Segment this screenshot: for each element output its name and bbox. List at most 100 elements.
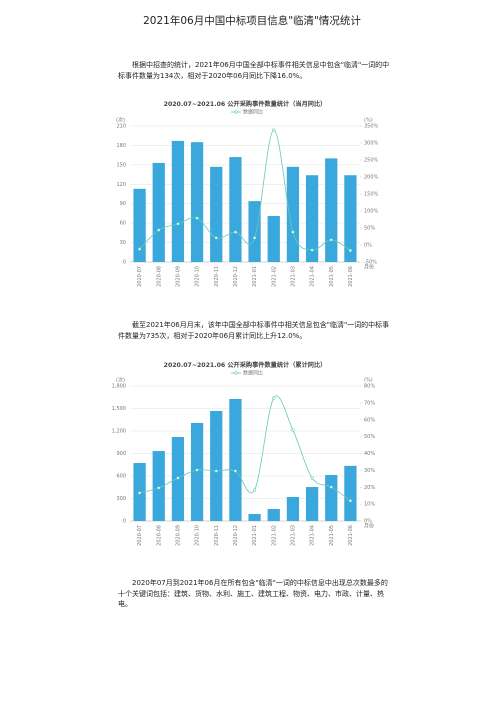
bar xyxy=(133,188,146,262)
y2-axis-label: (%) xyxy=(364,118,373,124)
page-title: 2021年06月中国中标项目信息"临清"情况统计 xyxy=(143,15,361,27)
y-axis-label: (次) xyxy=(116,377,125,384)
line-point xyxy=(214,469,218,473)
legend-label: 数据同比 xyxy=(243,370,263,377)
y2-tick-label: 0% xyxy=(364,243,372,249)
x-tick-label: 2021-01 xyxy=(252,525,258,546)
line-point xyxy=(157,486,161,490)
line-point xyxy=(329,238,333,242)
chart-title: 2020.07~2021.06 公开采购事件数量统计（累计同比） xyxy=(164,361,327,369)
y2-tick-label: 20% xyxy=(364,485,375,491)
line-point xyxy=(310,248,314,252)
x-axis-label: 月份 xyxy=(364,264,374,271)
y2-tick-label: 40% xyxy=(364,451,375,457)
y2-tick-label: 70% xyxy=(364,400,375,406)
bar xyxy=(152,162,165,262)
x-tick-label: 2020-10 xyxy=(195,525,201,546)
paragraph: 2020年07月到2021年06月在所有包含"临清"一词的中标信息中出现总次数最… xyxy=(118,579,388,608)
x-tick-label: 2021-05 xyxy=(329,266,335,287)
x-tick-label: 2021-02 xyxy=(271,525,277,546)
y-tick-label: 300 xyxy=(116,496,126,502)
line-point xyxy=(291,428,295,432)
bar xyxy=(171,140,185,262)
y2-tick-label: 100% xyxy=(364,209,379,215)
y-tick-label: 900 xyxy=(116,451,126,457)
bar xyxy=(344,175,357,262)
x-tick-label: 2021-05 xyxy=(329,525,335,546)
line-point xyxy=(233,469,238,473)
line-point xyxy=(272,128,276,132)
x-tick-label: 2021-04 xyxy=(310,266,316,287)
bar xyxy=(229,398,242,521)
x-tick-label: 2020-10 xyxy=(195,266,201,287)
x-tick-label: 2021-03 xyxy=(290,266,296,287)
y2-tick-label: 300% xyxy=(364,141,379,147)
bar xyxy=(229,157,242,262)
paragraph: 截至2021年06月月末，该年中国全部中标事件中相关信息包含"临清"一词的中标事… xyxy=(118,321,390,340)
y2-tick-label: 30% xyxy=(364,468,375,474)
line-point xyxy=(252,488,257,492)
x-tick-label: 2021-06 xyxy=(348,266,354,287)
y-tick-label: 150 xyxy=(116,162,126,168)
x-tick-label: 2021-04 xyxy=(310,525,316,546)
line-point xyxy=(348,248,353,253)
y2-tick-label: 350% xyxy=(364,124,379,130)
y-tick-label: 210 xyxy=(116,124,126,130)
line-point xyxy=(176,222,180,226)
chart-title: 2020.07~2021.06 公开采购事件数量统计（当月同比） xyxy=(164,100,327,108)
legend-marker xyxy=(234,371,238,375)
y2-tick-label: 250% xyxy=(364,158,379,164)
line-point xyxy=(329,485,333,489)
bar xyxy=(248,201,261,262)
bar xyxy=(325,475,338,521)
y2-tick-label: 50% xyxy=(364,434,375,440)
x-tick-label: 2020-11 xyxy=(214,266,220,287)
line-point xyxy=(233,230,238,234)
bar xyxy=(190,422,204,521)
y-tick-label: 90 xyxy=(120,201,126,207)
line-point xyxy=(195,468,199,472)
bar xyxy=(152,451,165,521)
y-tick-label: 30 xyxy=(120,240,126,246)
x-tick-label: 2020-12 xyxy=(233,266,239,287)
x-tick-label: 2020-11 xyxy=(214,525,220,546)
line-point xyxy=(157,228,161,232)
y-tick-label: 600 xyxy=(116,474,126,480)
legend-label: 数据同比 xyxy=(243,109,263,116)
x-tick-label: 2020-12 xyxy=(233,525,239,546)
line-point xyxy=(310,476,314,480)
x-tick-label: 2021-03 xyxy=(290,525,296,546)
bar xyxy=(190,142,204,262)
bar xyxy=(248,514,261,521)
line-point xyxy=(137,491,142,495)
line-point xyxy=(252,236,257,240)
y-tick-label: 0 xyxy=(123,260,126,266)
bar xyxy=(344,465,357,521)
y-tick-label: 0 xyxy=(123,519,126,525)
y2-tick-label: 80% xyxy=(364,384,375,390)
x-axis-label: 月份 xyxy=(364,523,374,530)
line-point xyxy=(272,396,276,400)
bar xyxy=(325,158,338,262)
x-tick-label: 2021-01 xyxy=(252,266,258,287)
y-tick-label: 1,200 xyxy=(112,429,126,435)
x-tick-label: 2020-08 xyxy=(156,266,162,287)
bar xyxy=(267,509,280,521)
line-point xyxy=(291,230,295,234)
y2-axis-label: (%) xyxy=(364,378,373,384)
line xyxy=(139,395,351,502)
legend-marker xyxy=(234,110,238,114)
x-tick-label: 2021-02 xyxy=(271,266,277,287)
y2-tick-label: 10% xyxy=(364,502,375,508)
y-tick-label: 1,500 xyxy=(112,406,126,412)
y2-tick-label: -50% xyxy=(364,260,377,266)
bar xyxy=(210,166,223,262)
x-tick-label: 2020-07 xyxy=(137,266,143,287)
line-point xyxy=(348,499,353,503)
bar xyxy=(305,487,319,521)
y-axis-label: (次) xyxy=(116,117,125,124)
line-point xyxy=(195,216,199,220)
y-tick-label: 60 xyxy=(120,221,126,227)
bar xyxy=(210,410,223,521)
